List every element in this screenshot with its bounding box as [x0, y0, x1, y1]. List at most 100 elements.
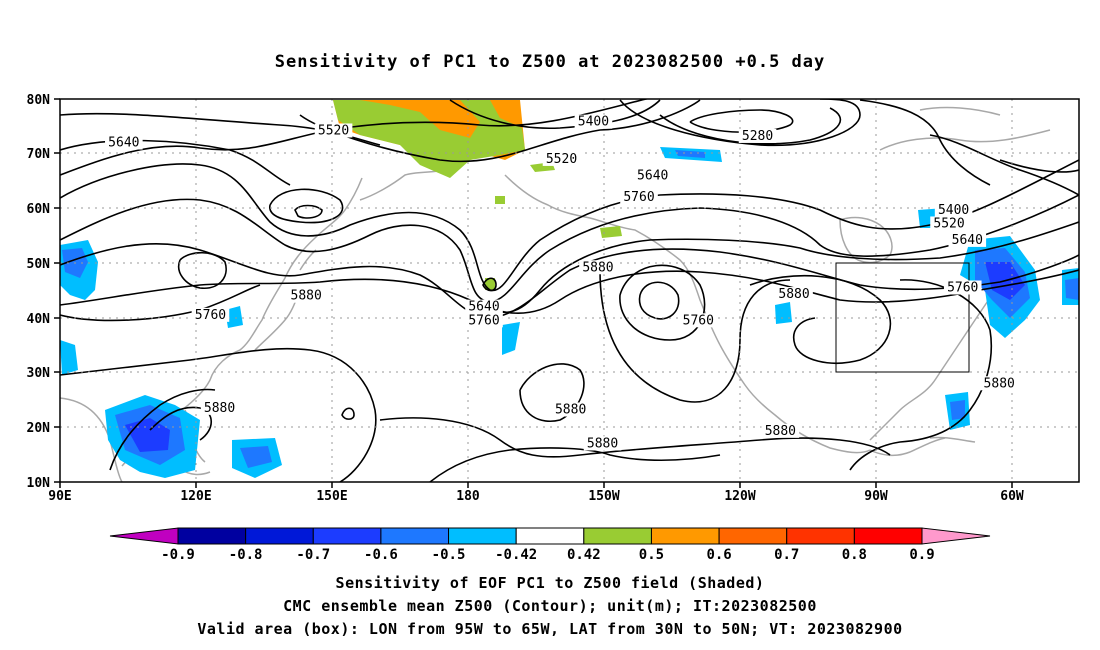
- colorbar-box: [177, 527, 247, 545]
- contour-label-bg: [934, 202, 973, 217]
- contour-low-150e: [269, 188, 344, 224]
- contour-label-bg: [287, 288, 326, 303]
- contour-label: 5760: [623, 190, 654, 205]
- colorbar-labels: -0.9 -0.8 -0.7 -0.6 -0.5 -0.42 0.42 0.5 0.6 0.7 0.…: [161, 547, 935, 563]
- contour-label-bg: [930, 216, 968, 231]
- contour-label: 5880: [587, 436, 618, 451]
- colorbar-label: 0.5: [639, 547, 664, 563]
- contour-label: 5880: [555, 403, 586, 418]
- contour-5280-inner2: [659, 107, 842, 145]
- contour-label: 5640: [108, 136, 139, 151]
- contour-5640-c: [479, 221, 1079, 314]
- colorbar-box: [583, 527, 652, 545]
- contour-label: 5880: [765, 424, 796, 439]
- shade-blue-south-asia-2-dark: [240, 446, 272, 468]
- contour-label-bg: [620, 190, 658, 205]
- colorbar-label: -0.7: [296, 547, 330, 563]
- contour-5760-japan: [178, 251, 227, 289]
- colorbar-label: 0.6: [706, 547, 731, 563]
- contour-label: 5880: [778, 287, 809, 302]
- colorbar-box: [312, 527, 382, 545]
- longitude-labels: 90E 120E 150E 180 150W 120W 90W 60W: [48, 489, 1024, 504]
- contour-label: 5640: [952, 233, 983, 248]
- lat-label: 60N: [27, 202, 51, 217]
- colorbar-min-triangle: [109, 527, 179, 545]
- shade-green-small-4: [600, 226, 622, 238]
- contour-label-bg: [551, 402, 590, 417]
- contour-low-150e-inner: [294, 204, 323, 219]
- shade-siberia-green: [333, 100, 525, 178]
- colorbar-label: -0.5: [432, 547, 466, 563]
- shade-green-small-3: [495, 196, 505, 204]
- contour-label-bg: [314, 123, 353, 138]
- valid-area-box: [835, 262, 970, 373]
- shade-blue-caribbean-dark: [950, 400, 965, 420]
- caption-contour: CMC ensemble mean Z500 (Contour); unit(m…: [283, 597, 817, 615]
- arctic-islands: [879, 106, 1051, 151]
- colorbar-max-triangle: [921, 527, 991, 545]
- alaska-coast: [504, 174, 721, 346]
- graticule: [60, 99, 1079, 482]
- contour-label: 5880: [204, 401, 235, 416]
- lon-label: 90E: [48, 489, 71, 504]
- colorbar-label: -0.9: [161, 547, 195, 563]
- caption-valid-area: Valid area (box): LON from 95W to 65W, L…: [197, 620, 903, 638]
- contour-label-bg: [775, 287, 813, 302]
- contour-label-bg: [105, 135, 143, 150]
- shade-blue-pacific-1: [502, 322, 520, 355]
- lat-label: 50N: [27, 257, 51, 272]
- contour-label: 5880: [291, 289, 322, 304]
- lat-label: 80N: [27, 93, 51, 108]
- colorbar-box: [853, 527, 923, 545]
- contour-small-loop-1: [341, 407, 355, 420]
- lon-label: 150E: [316, 489, 347, 504]
- contour-label-bg: [465, 313, 503, 328]
- contour-label-bg: [679, 313, 718, 328]
- contour-5880-mid-pacific: [519, 363, 585, 422]
- contour-5880-philippines: [149, 406, 213, 441]
- contour-label-bg: [465, 299, 503, 314]
- caribbean-islands: [929, 436, 976, 443]
- colorbar-label: 0.42: [567, 547, 601, 563]
- lat-label: 40N: [27, 312, 51, 327]
- lat-label: 70N: [27, 147, 51, 162]
- contour-label: 5880: [984, 376, 1015, 391]
- contour-5280-inner: [689, 109, 794, 133]
- z500-contours: [60, 99, 1079, 482]
- shade-blue-atlantic-dark: [1065, 278, 1079, 300]
- contour-5520-east: [929, 134, 1079, 196]
- colorbar-label: -0.6: [364, 547, 398, 563]
- latitude-labels: 80N 70N 60N 50N 40N 30N 20N 10N: [27, 93, 51, 491]
- colorbar-box: [718, 527, 788, 545]
- lon-label: 150W: [588, 489, 619, 504]
- contour-label: 5760: [195, 308, 226, 323]
- contour-label: 5760: [683, 313, 714, 328]
- contour-label: 5640: [468, 300, 499, 315]
- contour-label: 5400: [938, 203, 969, 218]
- contour-5640-alt: [60, 139, 291, 186]
- contour-top-arc: [859, 99, 991, 186]
- contour-label-bg: [200, 400, 239, 415]
- contour-label: 5520: [933, 216, 964, 231]
- contour-label-bg: [542, 151, 581, 166]
- contour-5880-south2: [429, 447, 721, 482]
- colorbar-label: -0.42: [495, 547, 537, 563]
- colorbar-box: [515, 527, 585, 545]
- contour-5880-east: [749, 274, 892, 364]
- tick-marks: [54, 98, 1013, 488]
- colorbar-label: 0.8: [842, 547, 867, 563]
- gulf-coast: [869, 437, 946, 457]
- contour-label: 5520: [318, 123, 349, 138]
- contour-east-atlantic: [999, 159, 1079, 173]
- contour-5760-b: [60, 194, 1079, 303]
- lat-label: 20N: [27, 421, 51, 436]
- contour-labels: 5640552054005280552056405760540055205640…: [105, 114, 1019, 451]
- contour-label-bg: [761, 423, 800, 438]
- contour-5520: [299, 99, 701, 163]
- contour-label-bg: [980, 376, 1019, 391]
- contour-label: 5760: [947, 281, 978, 296]
- colorbar-box: [650, 527, 720, 545]
- contour-5760-c: [60, 243, 1079, 319]
- contour-5280-outer: [619, 99, 861, 147]
